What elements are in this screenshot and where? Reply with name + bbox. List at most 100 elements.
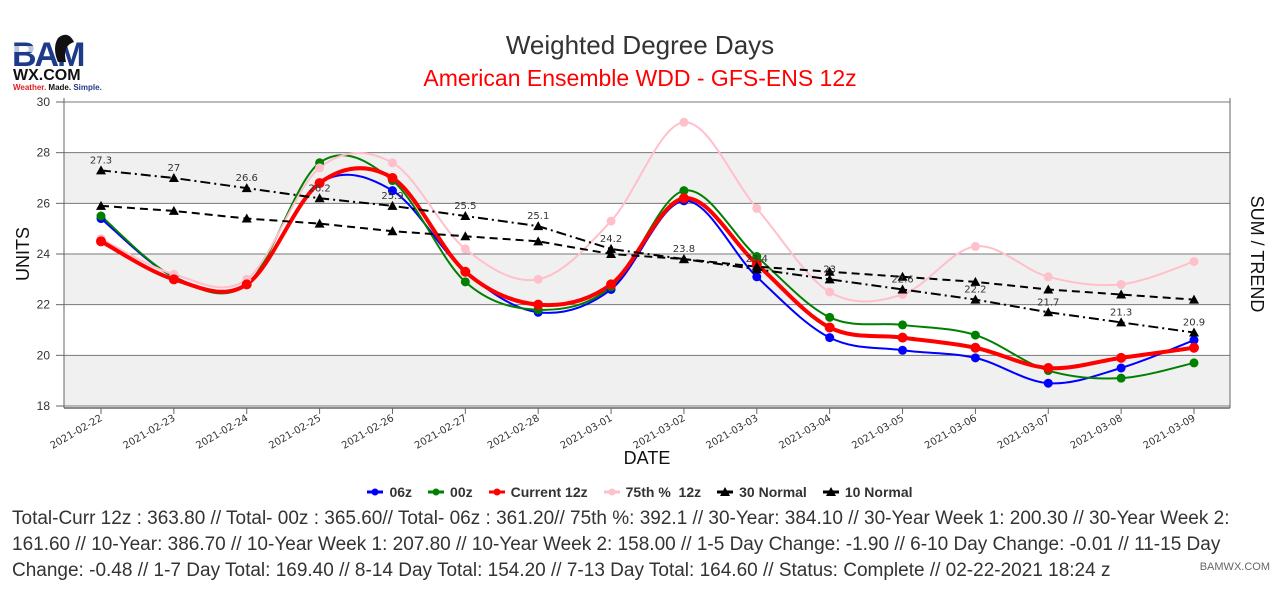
point-label-normal10: 22.2	[964, 285, 986, 296]
marker-current_12z	[1116, 352, 1127, 363]
point-label-normal10: 26.6	[236, 173, 258, 184]
x-tick-label: 2021-03-07	[996, 413, 1052, 452]
legend-item-current_12z[interactable]: Current 12z	[488, 484, 588, 500]
marker-06z	[1189, 335, 1199, 345]
marker-normal30	[387, 226, 398, 236]
marker-normal10	[387, 200, 398, 210]
legend-swatch-icon	[717, 487, 734, 496]
logo-tagline-made: Made.	[46, 83, 71, 92]
marker-p75_12z	[825, 287, 835, 297]
marker-normal30	[314, 218, 325, 228]
marker-normal30	[168, 205, 179, 215]
marker-current_12z	[1043, 363, 1054, 373]
point-label-normal10: 23.4	[746, 254, 768, 265]
legend-item-normal10[interactable]: 10 Normal	[822, 484, 913, 500]
marker-normal30	[897, 271, 908, 281]
legend-item-p75_12z[interactable]: 75th % 12z	[603, 484, 701, 500]
marker-00z	[679, 186, 689, 196]
legend-item-normal30[interactable]: 30 Normal	[717, 484, 807, 500]
legend-marker	[720, 487, 731, 496]
legend-marker	[493, 488, 501, 496]
marker-00z	[752, 252, 762, 262]
point-label-normal10: 27	[167, 163, 180, 174]
marker-normal10	[96, 165, 106, 175]
marker-p75_12z	[387, 158, 397, 168]
marker-p75_12z	[460, 244, 470, 254]
y-tick-label: 20	[37, 348, 51, 362]
watermark: BAMWX.COM	[1199, 561, 1270, 573]
point-label-normal10: 25.1	[527, 211, 549, 222]
marker-p75_12z	[970, 241, 980, 251]
x-axis-ticks: 2021-02-22 2021-02-23 2021-02-24 2021-02-25…	[49, 408, 1198, 452]
series-lines	[99, 121, 1196, 385]
marker-p75_12z	[752, 203, 762, 213]
x-axis-label: DATE	[624, 448, 671, 468]
y-axis-label: UNITS	[13, 227, 33, 281]
marker-00z	[825, 312, 835, 322]
logo-stripe	[12, 46, 38, 52]
marker-normal10	[824, 274, 835, 284]
y-tick-label: 30	[37, 95, 51, 109]
y-tick-label: 22	[37, 298, 51, 312]
x-tick-label: 2021-02-28	[486, 413, 542, 452]
marker-normal10	[678, 254, 689, 264]
marker-normal30	[241, 213, 252, 223]
marker-normal30	[533, 236, 544, 246]
marker-normal10	[168, 173, 179, 182]
marker-normal30	[1116, 289, 1127, 299]
marker-normal10	[533, 221, 544, 231]
bamwx-logo: BAM WX.COM Weather. Made. Simple.	[12, 34, 102, 92]
legend-marker	[825, 487, 836, 496]
y-axis-ticks: 18 20 22 24 26 28 30	[37, 95, 64, 413]
legend-marker	[371, 488, 379, 496]
marker-normal10	[751, 264, 762, 274]
marker-00z	[970, 330, 980, 340]
legend-marker	[608, 488, 616, 496]
logo-brand-bottom: WX.COM	[13, 67, 81, 84]
marker-current_12z	[970, 342, 981, 353]
x-tick-label: 2021-03-08	[1069, 413, 1125, 452]
y2-axis-label: SUM / TREND	[1247, 196, 1267, 313]
marker-current_12z	[241, 279, 252, 290]
marker-normal30	[460, 231, 471, 241]
gridlines	[64, 101, 1230, 407]
point-label-normal10: 26.2	[308, 183, 330, 194]
legend-label: 00z	[450, 484, 473, 500]
point-label-normal10: 23.8	[673, 244, 695, 255]
logo-horn-icon	[55, 34, 74, 62]
x-tick-label: 2021-02-27	[413, 413, 469, 452]
marker-normal10	[606, 243, 617, 253]
series-line-normal30	[100, 204, 1195, 301]
point-label-normal10: 25.5	[454, 201, 476, 212]
legend-item-00z[interactable]: 00z	[428, 484, 473, 500]
point-label-normal10: 24.2	[600, 234, 622, 245]
legend-swatch-icon	[822, 487, 839, 496]
marker-normal10	[970, 294, 981, 304]
marker-current_12z	[897, 332, 908, 343]
legend-item-06z[interactable]: 06z	[367, 484, 412, 500]
marker-normal10	[897, 284, 908, 294]
x-tick-label: 2021-03-02	[632, 413, 688, 452]
plot-band	[64, 254, 1230, 305]
series-line-p75_12z	[100, 121, 1195, 303]
chart-title: Weighted Degree Days	[506, 30, 774, 60]
y-tick-label: 18	[37, 399, 51, 413]
axes	[63, 98, 1231, 409]
plot-band	[64, 152, 1230, 204]
logo-tagline-weather: Weather.	[13, 83, 46, 92]
marker-current_12z	[824, 322, 835, 333]
marker-06z	[387, 186, 397, 196]
point-label-normal10: 25.9	[381, 191, 403, 202]
legend-label: Current 12z	[510, 484, 588, 500]
marker-06z	[1043, 378, 1053, 388]
marker-p75_12z	[1043, 272, 1053, 282]
point-label-normal10: 27.3	[90, 155, 112, 166]
legend-swatch-icon	[367, 488, 384, 496]
point-labels: 27.3 27 26.6 26.2 25.9 25.5 25.1 24.2 23.8 23.4 23…	[90, 155, 1205, 328]
point-label-normal10: 20.9	[1183, 318, 1205, 329]
x-tick-label: 2021-03-03	[704, 413, 760, 452]
x-tick-label: 2021-02-24	[194, 413, 250, 452]
plot-bands	[64, 102, 1230, 406]
marker-current_12z	[678, 193, 689, 204]
